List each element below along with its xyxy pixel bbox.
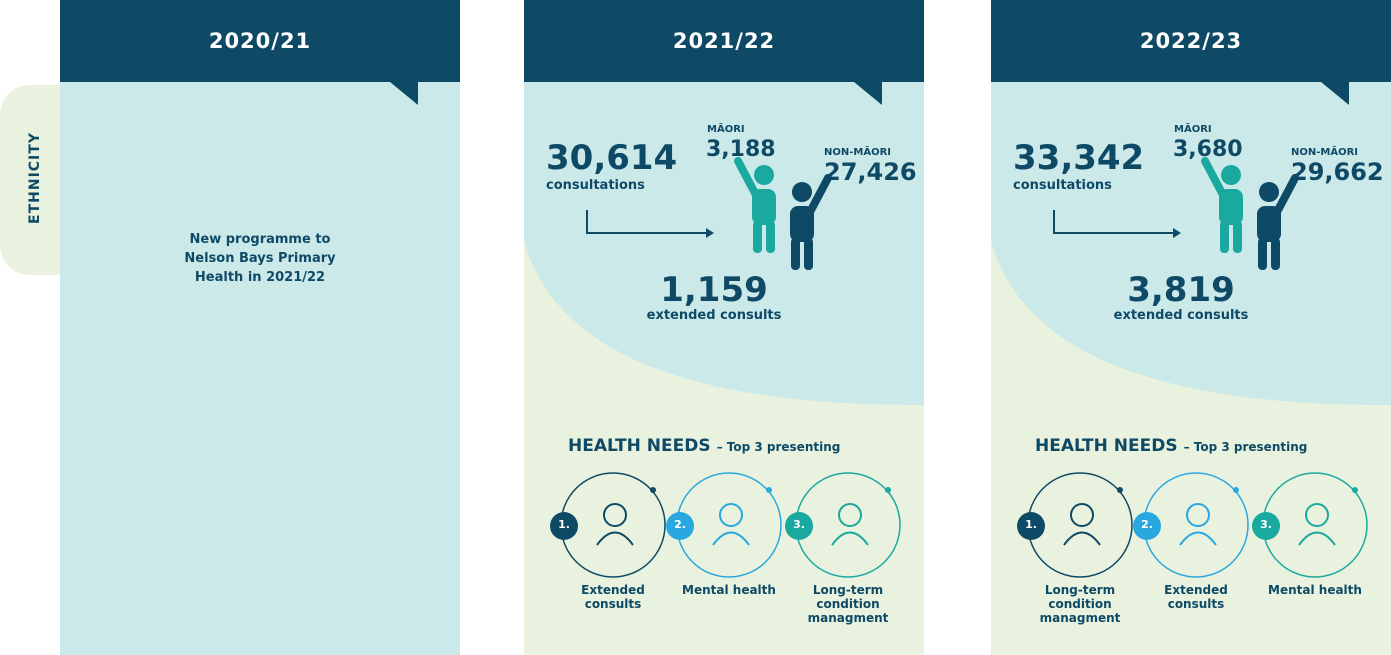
figure-leg	[1258, 238, 1267, 270]
health-needs-title: HEALTH NEEDS	[568, 436, 711, 456]
side-label: ETHNICITY	[27, 108, 43, 248]
maori-label: MĀORI	[1174, 124, 1212, 135]
need-label: Mental health	[679, 583, 779, 597]
health-needs-subtitle: – Top 3 presenting	[1184, 440, 1308, 454]
consultations-label: consultations	[1013, 178, 1112, 193]
extended-label: extended consults	[614, 308, 814, 323]
extended-value: 1,159	[614, 270, 814, 310]
non-maori-label: NON-MĀORI	[1291, 147, 1358, 158]
health-needs-title: HEALTH NEEDS	[1035, 436, 1178, 456]
figure-leg	[1220, 221, 1229, 253]
consultations-label: consultations	[546, 178, 645, 193]
need-icon	[720, 504, 742, 526]
need-ring-dot	[650, 487, 656, 493]
maori-value: 3,188	[706, 137, 776, 162]
figure-leg	[1233, 221, 1242, 253]
need-ring-dot	[1233, 487, 1239, 493]
need-icon	[1187, 504, 1209, 526]
consultations-value: 33,342	[1013, 138, 1144, 178]
figure-leg	[791, 238, 800, 270]
need-icon	[713, 533, 749, 546]
figure-leg	[804, 238, 813, 270]
need-label: Extended consults	[563, 583, 663, 611]
need-ring-dot	[766, 487, 772, 493]
figure-leg	[753, 221, 762, 253]
need-icon	[1306, 504, 1328, 526]
column-shapes	[60, 0, 460, 655]
rank-number: 2.	[666, 518, 694, 531]
rank-number: 3.	[1252, 518, 1280, 531]
non-maori-value: 29,662	[1291, 158, 1384, 186]
need-icon	[1299, 533, 1335, 546]
maori-value: 3,680	[1173, 137, 1243, 162]
rank-number: 2.	[1133, 518, 1161, 531]
consultations-value: 30,614	[546, 138, 677, 178]
rank-number: 1.	[1017, 518, 1045, 531]
column-shapes	[524, 0, 924, 655]
column: 2020/21 New programme to Nelson Bays Pri…	[60, 0, 460, 655]
non-maori-value: 27,426	[824, 158, 917, 186]
need-icon	[597, 533, 633, 546]
year-header: 2022/23	[991, 0, 1391, 82]
extended-value: 3,819	[1081, 270, 1281, 310]
need-label: Extended consults	[1146, 583, 1246, 611]
maori-label: MĀORI	[707, 124, 745, 135]
need-icon	[1064, 533, 1100, 546]
need-icon	[1071, 504, 1093, 526]
figure-head	[1221, 165, 1241, 185]
need-label: Mental health	[1265, 583, 1365, 597]
year-header: 2021/22	[524, 0, 924, 82]
figure-head	[1259, 182, 1279, 202]
figure-leg	[766, 221, 775, 253]
extended-label: extended consults	[1081, 308, 1281, 323]
need-ring-dot	[1117, 487, 1123, 493]
health-needs-subtitle: – Top 3 presenting	[717, 440, 841, 454]
need-label: Long-term condition managment	[798, 583, 898, 625]
need-icon	[832, 533, 868, 546]
need-ring-dot	[1352, 487, 1358, 493]
rank-number: 3.	[785, 518, 813, 531]
rank-number: 1.	[550, 518, 578, 531]
header-tail	[390, 82, 418, 105]
need-icon	[1180, 533, 1216, 546]
health-needs-heading: HEALTH NEEDS – Top 3 presenting	[1035, 436, 1307, 456]
year-header: 2020/21	[60, 0, 460, 82]
need-icon	[604, 504, 626, 526]
figure-head	[754, 165, 774, 185]
page: ETHNICITY 2020/21 New programme to Nelso…	[0, 0, 1391, 655]
figure-leg	[1271, 238, 1280, 270]
non-maori-label: NON-MĀORI	[824, 147, 891, 158]
need-icon	[839, 504, 861, 526]
need-label: Long-term condition managment	[1030, 583, 1130, 625]
column-shapes	[991, 0, 1391, 655]
need-ring-dot	[885, 487, 891, 493]
figure-head	[792, 182, 812, 202]
health-needs-heading: HEALTH NEEDS – Top 3 presenting	[568, 436, 840, 456]
note: New programme to Nelson Bays Primary Hea…	[175, 230, 345, 287]
